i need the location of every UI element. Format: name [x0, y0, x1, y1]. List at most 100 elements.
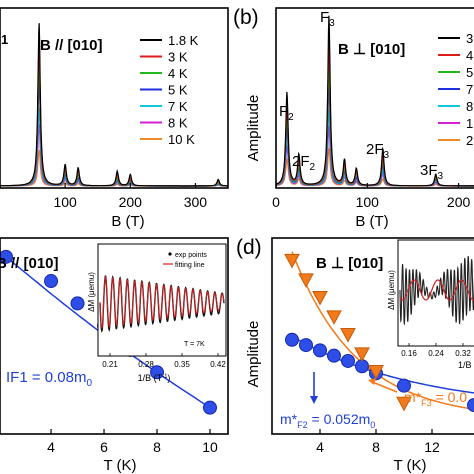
- panel-b-field-label: B ⊥ [010]: [338, 41, 405, 58]
- panel-c-point: [0, 249, 13, 264]
- svg-text:1/B (T-1): 1/B (T-1): [138, 373, 171, 383]
- panel-c-xtick-label: 8: [153, 439, 161, 455]
- inset-d-exp-points: [399, 255, 474, 326]
- panel-c: 4 6 8 10 B // [010] IF1 = 0.08m0 T (K) ΔM (…: [0, 237, 229, 474]
- inset-c-xtick-label: 0.28: [138, 360, 154, 369]
- panel-b-label: (b): [233, 6, 259, 29]
- panel-a-xticks: 100 200 300: [53, 183, 207, 210]
- mass-label-f2: m*F2 = 0.052m0: [280, 411, 375, 430]
- panel-d-point-f3: [312, 290, 328, 306]
- panel-d-point-f2: [299, 338, 313, 353]
- svg-text:IF1 = 0.08m0: IF1 = 0.08m0: [6, 369, 92, 389]
- panel-b-legend: 3 4 5 7 8 1 2: [438, 31, 473, 148]
- panel-c-xtick-label: 4: [47, 439, 55, 455]
- panel-d-xticks: 481216: [316, 429, 440, 455]
- panel-a-legend-label: 1.8 K: [168, 33, 199, 48]
- panel-a-legend-label: 7 K: [168, 99, 188, 114]
- spectrum-series-0: [0, 23, 228, 187]
- panel-d-point-f2: [467, 398, 474, 413]
- panel-b-legend-label: 2: [466, 133, 473, 148]
- inset-c-xtick-label: 0.21: [102, 360, 118, 369]
- panel-d-field-label: B ⊥ [010]: [316, 255, 383, 272]
- inset-c-legend-exp: exp points: [175, 252, 207, 259]
- panel-c-inset: ΔM (μemu) 0.21 0.28 0.35 0.42 1/B (T-1) exp…: [87, 243, 227, 383]
- inset-d-xtick-label: 0.16: [401, 349, 417, 358]
- inset-c-fitting-line: [99, 276, 225, 330]
- panel-c-field-label: B // [010]: [0, 255, 59, 272]
- panel-b-xtick-label: 200: [447, 194, 471, 210]
- panel-b-legend-label: 5: [466, 65, 473, 80]
- peak-label-3f3: 3F3: [420, 162, 444, 182]
- inset-d-xticks: 0.16 0.24 0.32: [401, 343, 471, 358]
- svg-text:F3: F3: [320, 9, 335, 29]
- inset-c-xtick-label: 0.42: [210, 360, 226, 369]
- mass-label-f3: m*F3 = 0.0: [404, 389, 467, 408]
- panel-a-peak-label: 1: [1, 32, 8, 47]
- panel-a-legend-label: 4 K: [168, 66, 188, 81]
- panel-b-ylabel: Amplitude: [245, 95, 262, 162]
- panel-d-fit-f3: [291, 251, 474, 411]
- panel-b-legend-label: 3: [466, 31, 473, 46]
- inset-c-xticks: 0.21 0.28 0.35 0.42: [102, 353, 226, 369]
- inset-c-ylabel: ΔM (μemu): [87, 272, 96, 312]
- svg-text:m*F2 = 0.052m0: m*F2 = 0.052m0: [280, 411, 375, 430]
- panel-d-point-f2: [397, 378, 411, 393]
- panel-c-frame: [0, 237, 229, 435]
- panel-a-xtick-label: 300: [184, 194, 208, 210]
- arrow-f2-head: [310, 396, 318, 404]
- panel-d-point-f3: [326, 310, 342, 325]
- panel-a-frame: [0, 7, 229, 189]
- panel-d-xtick-label: 12: [424, 439, 440, 455]
- spectrum-series-3: [275, 87, 474, 187]
- panel-b-legend-label: 7: [466, 82, 473, 97]
- svg-text:2F2: 2F2: [292, 153, 316, 173]
- panel-c-xtick-label: 10: [202, 439, 218, 455]
- inset-d-xtick-label: 0.32: [455, 349, 471, 358]
- inset-c-xlabel: 1/B (T-1): [138, 373, 171, 383]
- peak-label-2f2: 2F2: [292, 153, 316, 173]
- panel-d-point-f3: [354, 347, 370, 362]
- panel-a-xlabel: B (T): [111, 213, 144, 230]
- panel-b-legend-label: 4: [466, 48, 473, 63]
- panel-b-frame: [275, 7, 474, 189]
- panel-d-inset: ΔM (μemu) 0.16 0.24 0.32 1/B: [387, 239, 474, 370]
- panel-a-spectra: [0, 23, 228, 187]
- panel-d-label: (d): [236, 236, 262, 259]
- panel-b-xtick-label: 0: [272, 194, 280, 210]
- panel-a-legend-label: 10 K: [168, 132, 195, 147]
- panel-c-point: [44, 274, 59, 289]
- spectrum-series-1: [0, 42, 228, 187]
- panel-d-point-f3: [298, 273, 314, 288]
- arrow-f3-head: [368, 378, 376, 385]
- panel-c-xlabel: T (K): [103, 457, 136, 474]
- panel-a-field-label: B // [010]: [40, 37, 103, 54]
- svg-text:3F3: 3F3: [420, 162, 444, 182]
- panel-d-xlabel: T (K): [393, 457, 426, 474]
- panel-c-xtick-label: 6: [100, 439, 108, 455]
- panel-c-point: [150, 365, 165, 380]
- panel-d-points: [284, 253, 474, 413]
- panel-d-frame: [271, 237, 474, 435]
- panel-b: (b) Amplitude 0 100 200 B ⊥ [010] F3 F2 2F…: [233, 6, 474, 230]
- panel-a-xtick-label: 100: [53, 194, 77, 210]
- panel-c-point: [203, 400, 217, 415]
- inset-d-fitting-line: [399, 279, 474, 301]
- panel-d-point-f3: [368, 365, 384, 380]
- panel-b-xtick-label: 100: [356, 194, 380, 210]
- panel-d-point-f2: [285, 332, 299, 347]
- inset-d-xtick-label: 0.24: [428, 349, 444, 358]
- panel-d-point-f2: [341, 353, 355, 368]
- inset-c-xtick-label: 0.35: [174, 360, 190, 369]
- svg-text:m*F3 = 0.0: m*F3 = 0.0: [404, 389, 467, 408]
- panel-c-mass-label: IF1 = 0.08m0: [6, 369, 92, 389]
- svg-text:F2: F2: [279, 103, 294, 123]
- inset-d-ylabel: ΔM (μemu): [387, 270, 396, 310]
- panel-c-xticks: 4 6 8 10: [47, 429, 218, 455]
- panel-d-point-f2: [327, 348, 341, 363]
- peak-label-f3: F3: [320, 9, 335, 29]
- panel-b-xlabel: B (T): [355, 213, 388, 230]
- panel-d-ylabel: Amplitude: [245, 321, 262, 388]
- inset-c-temp-label: T = 7K: [184, 341, 205, 348]
- panel-b-xticks: 0 100 200: [272, 183, 471, 210]
